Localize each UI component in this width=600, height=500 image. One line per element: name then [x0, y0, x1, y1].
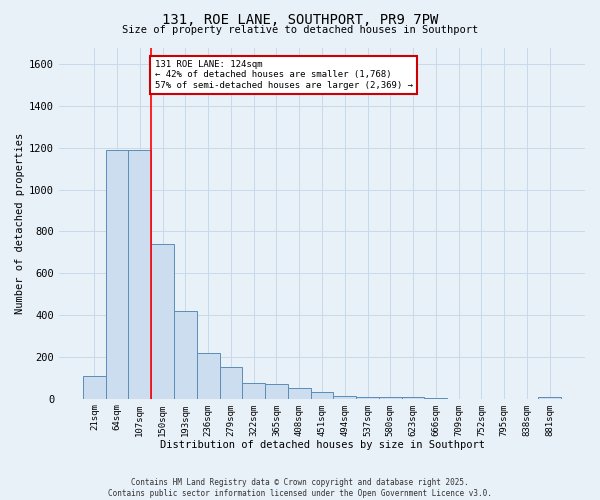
- Bar: [106, 150, 128, 398]
- Bar: [242, 383, 265, 398]
- Bar: [128, 150, 151, 398]
- Bar: [311, 392, 334, 398]
- Text: Size of property relative to detached houses in Southport: Size of property relative to detached ho…: [122, 25, 478, 35]
- Bar: [197, 352, 220, 399]
- Bar: [288, 388, 311, 398]
- Bar: [379, 396, 402, 398]
- Text: 131, ROE LANE, SOUTHPORT, PR9 7PW: 131, ROE LANE, SOUTHPORT, PR9 7PW: [162, 12, 438, 26]
- Bar: [402, 397, 424, 398]
- Bar: [220, 368, 242, 398]
- Bar: [538, 396, 561, 398]
- Text: 131 ROE LANE: 124sqm
← 42% of detached houses are smaller (1,768)
57% of semi-de: 131 ROE LANE: 124sqm ← 42% of detached h…: [155, 60, 413, 90]
- Bar: [334, 396, 356, 398]
- Text: Contains HM Land Registry data © Crown copyright and database right 2025.
Contai: Contains HM Land Registry data © Crown c…: [108, 478, 492, 498]
- Bar: [356, 396, 379, 398]
- Bar: [83, 376, 106, 398]
- Y-axis label: Number of detached properties: Number of detached properties: [15, 132, 25, 314]
- X-axis label: Distribution of detached houses by size in Southport: Distribution of detached houses by size …: [160, 440, 485, 450]
- Bar: [265, 384, 288, 398]
- Bar: [151, 244, 174, 398]
- Bar: [174, 311, 197, 398]
